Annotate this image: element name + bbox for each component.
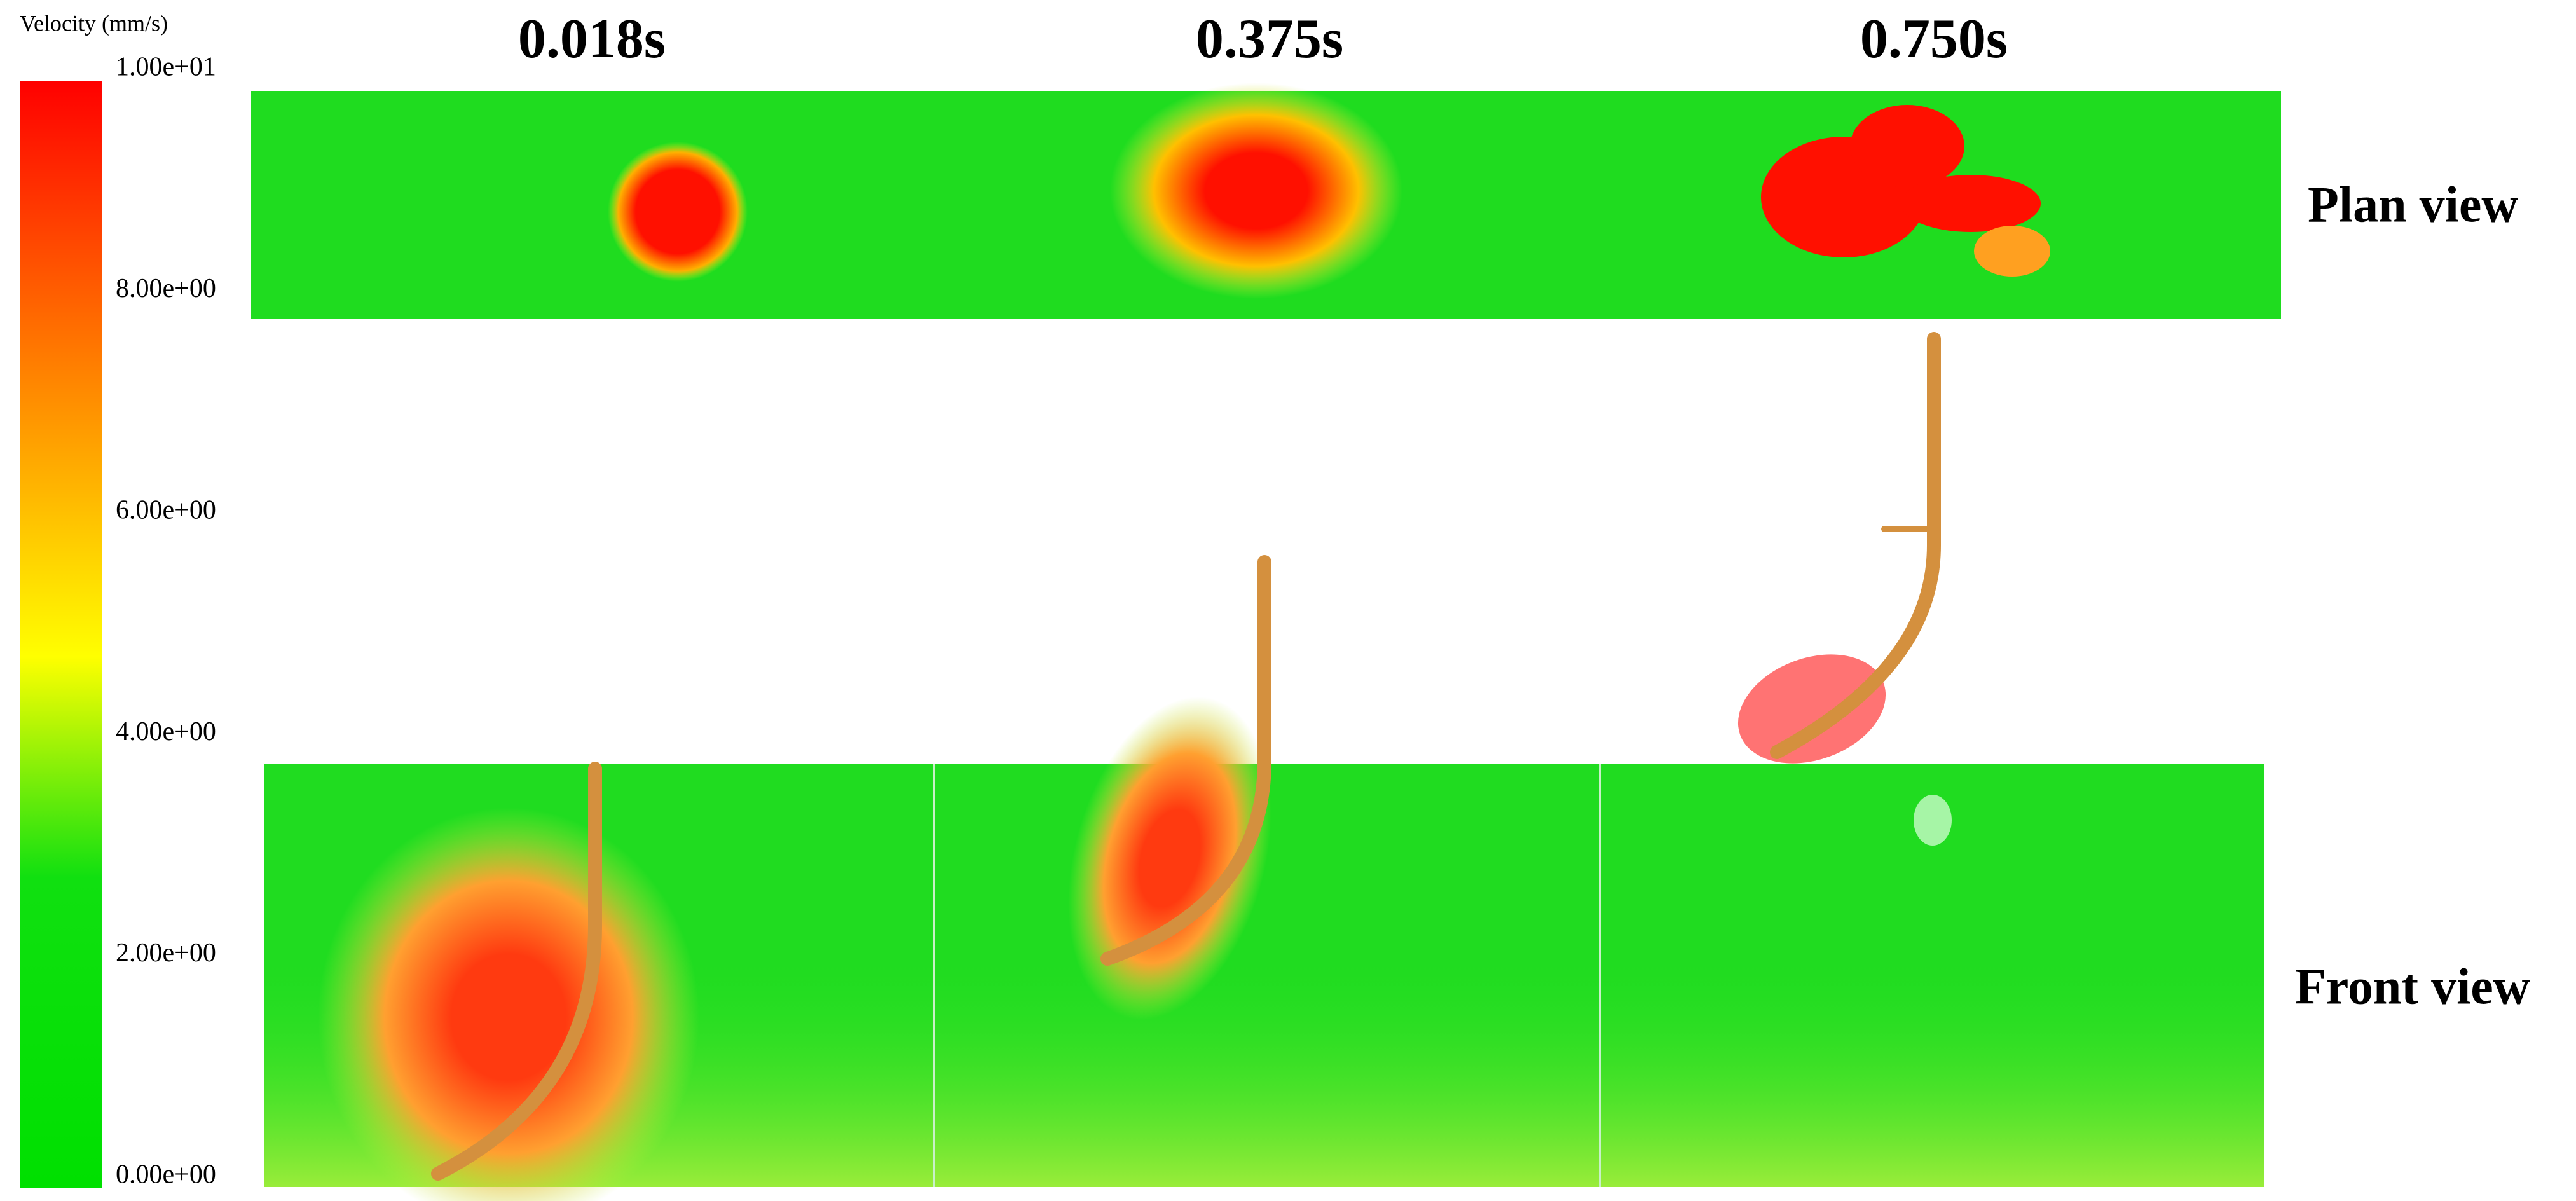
view-label: Plan view: [2308, 177, 2518, 233]
time-label: 0.375s: [1196, 8, 1343, 70]
plume: [1737, 654, 1886, 764]
plume: [1914, 795, 1952, 846]
plume: [1761, 105, 2050, 277]
colorbar-tick-label: 0.00e+00: [116, 1160, 216, 1190]
plume: [608, 142, 748, 282]
colorbar-tick-label: 6.00e+00: [116, 495, 216, 525]
pipe: [431, 332, 1941, 1181]
colorbar: [20, 81, 102, 1188]
plume: [1068, 696, 1271, 1020]
plume: [1110, 83, 1402, 299]
view-label: Front view: [2295, 959, 2530, 1015]
plume: [318, 807, 699, 1201]
colorbar-tick-label: 2.00e+00: [116, 938, 216, 968]
colorbar-tick-label: 8.00e+00: [116, 274, 216, 303]
colorbar-tick-label: 1.00e+01: [116, 53, 216, 82]
colorbar-tick-label: 4.00e+00: [116, 717, 216, 746]
colorbar-title: Velocity (mm/s): [20, 10, 168, 36]
time-label: 0.018s: [518, 8, 666, 70]
time-label: 0.750s: [1860, 8, 2008, 70]
